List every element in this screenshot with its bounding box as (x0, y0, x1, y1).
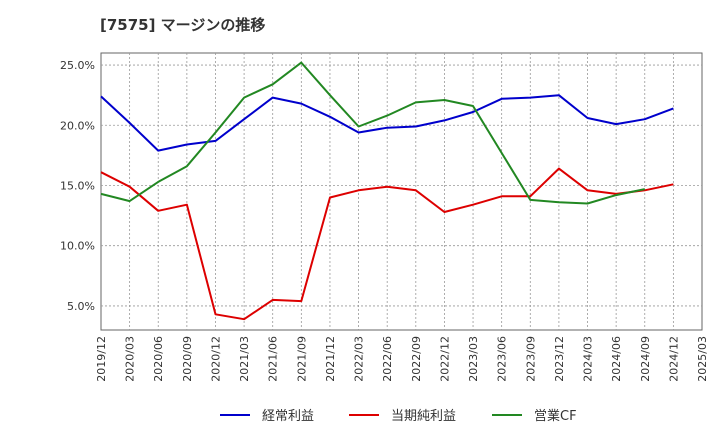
x-tick-label: 2020/12 (209, 336, 222, 382)
x-tick-label: 2024/09 (639, 336, 652, 382)
x-tick-label: 2022/03 (353, 336, 366, 382)
x-tick-label: 2022/09 (410, 336, 423, 382)
x-tick-label: 2024/12 (667, 336, 680, 382)
x-tick-label: 2019/12 (95, 336, 108, 382)
y-tick-label: 10.0% (60, 240, 95, 253)
series-line-1 (100, 94, 674, 152)
x-tick-label: 2024/06 (610, 336, 623, 382)
x-tick-label: 2023/12 (553, 336, 566, 382)
x-tick-label: 2021/12 (324, 336, 337, 382)
x-tick-label: 2023/09 (524, 336, 537, 382)
x-tick-label: 2021/03 (238, 336, 251, 382)
x-axis-ticks: 2019/12 2020/03 2020/06 2020/09 2020/12 2021/… (95, 336, 709, 382)
series-lines (100, 61, 674, 321)
series-line-2 (100, 167, 674, 321)
legend-label: 当期純利益 (391, 409, 456, 424)
legend-label: 営業CF (534, 408, 577, 424)
x-tick-label: 2021/06 (267, 336, 280, 382)
series-line-3 (100, 61, 646, 205)
x-tick-label: 2025/03 (696, 336, 709, 382)
chart-title: [7575] マージンの推移 (100, 16, 266, 34)
x-tick-label: 2020/03 (124, 336, 137, 382)
x-tick-label: 2023/03 (467, 336, 480, 382)
legend-label: 経常利益 (262, 409, 314, 424)
grid-lines (101, 53, 702, 330)
y-tick-label: 25.0% (60, 59, 95, 72)
legend: 経常利益 当期純利益 営業CF (220, 408, 577, 424)
x-tick-label: 2022/06 (381, 336, 394, 382)
y-tick-label: 5.0% (67, 300, 95, 313)
y-axis-ticks: 5.0% 10.0% 15.0% 20.0% 25.0% (60, 59, 95, 313)
x-tick-label: 2020/06 (152, 336, 165, 382)
x-tick-label: 2022/12 (438, 336, 451, 382)
y-tick-label: 15.0% (60, 179, 95, 192)
x-tick-label: 2023/06 (496, 336, 509, 382)
y-tick-label: 20.0% (60, 119, 95, 132)
plot-area (100, 52, 703, 331)
x-tick-label: 2024/03 (582, 336, 595, 382)
x-tick-label: 2020/09 (181, 336, 194, 382)
x-tick-label: 2021/09 (295, 336, 308, 382)
